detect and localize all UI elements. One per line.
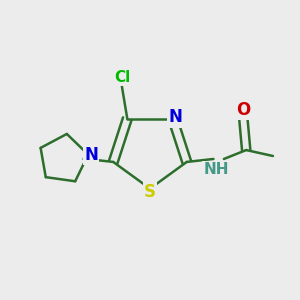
Text: NH: NH xyxy=(204,162,229,177)
Text: S: S xyxy=(144,183,156,201)
Text: N: N xyxy=(84,146,98,164)
Text: Cl: Cl xyxy=(115,70,131,85)
Text: N: N xyxy=(169,108,183,126)
Text: O: O xyxy=(236,101,250,119)
